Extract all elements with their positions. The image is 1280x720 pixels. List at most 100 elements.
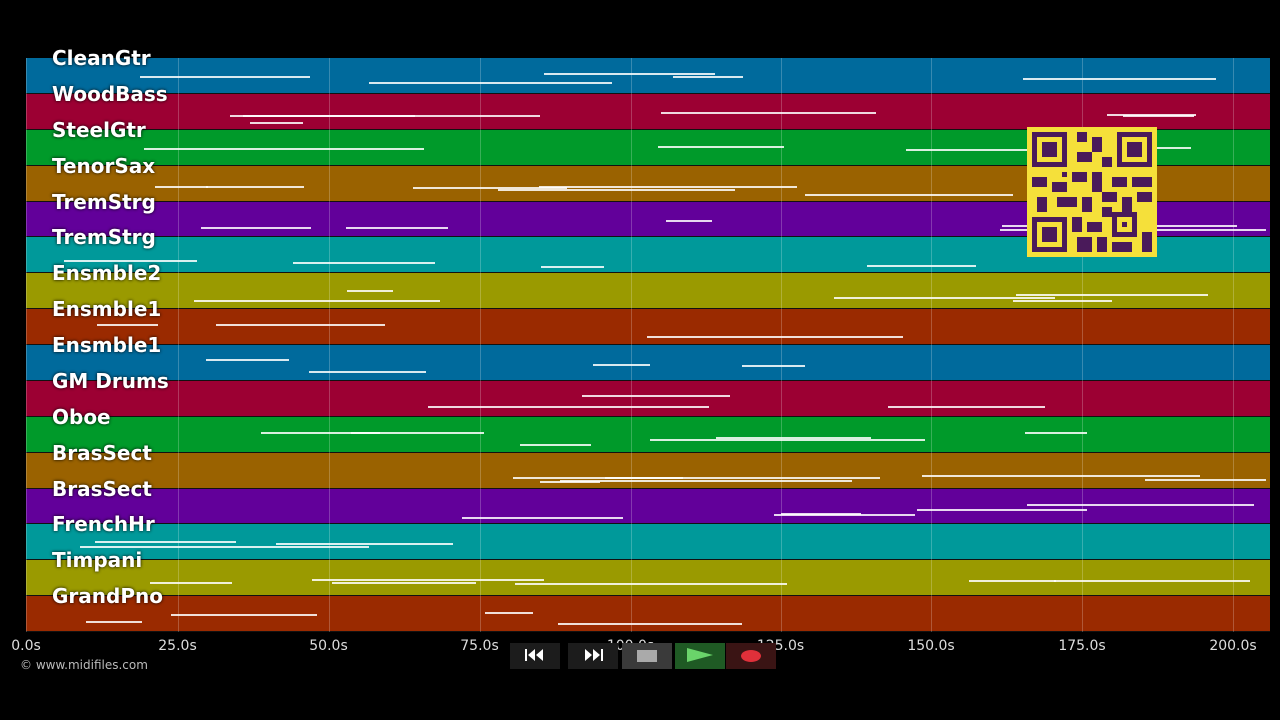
note-streak [665, 220, 713, 223]
play-icon [687, 647, 713, 666]
note-streak [497, 189, 736, 192]
track-label: Timpani [52, 548, 143, 573]
note-streak [312, 578, 545, 581]
track-lane [26, 524, 1270, 561]
note-streak [86, 621, 142, 624]
note-streak [97, 323, 159, 326]
copyright-text: © www.midifiles.com [20, 658, 148, 672]
track-label: GM Drums [52, 368, 169, 393]
note-streak [519, 444, 591, 446]
track-label: GrandPno [52, 584, 163, 609]
track-lane [26, 596, 1270, 632]
note-streak [1144, 478, 1266, 481]
note-streak [346, 226, 448, 229]
grid-line [1233, 58, 1234, 632]
note-streak [513, 477, 683, 480]
track-lane [26, 380, 1270, 417]
note-streak [346, 289, 394, 292]
grid-line [780, 58, 782, 632]
note-streak [969, 579, 1056, 582]
note-streak [866, 265, 977, 268]
grid-line [479, 58, 481, 632]
note-streak [833, 297, 1056, 300]
rewind-button[interactable] [510, 643, 560, 669]
note-streak [742, 365, 805, 368]
time-tick-label: 175.0s [1058, 638, 1106, 654]
stop-icon [637, 647, 657, 666]
time-tick-label: 0.0s [11, 638, 41, 654]
note-streak [427, 405, 710, 408]
qr-code-icon [1027, 127, 1157, 257]
track-lane [26, 273, 1270, 310]
note-streak [243, 114, 540, 117]
note-streak [916, 509, 1088, 512]
track-label: WoodBass [52, 81, 168, 106]
play-button[interactable] [675, 643, 725, 669]
note-streak [1054, 580, 1251, 583]
grid-line [177, 58, 179, 632]
track-lane [26, 416, 1270, 453]
track-label: Oboe [52, 404, 111, 429]
note-streak [541, 265, 605, 268]
note-streak [79, 546, 370, 549]
track-label: TremStrg [52, 225, 156, 250]
stop-button[interactable] [622, 643, 672, 669]
note-streak [672, 75, 743, 78]
note-streak [657, 146, 784, 149]
track-label: TremStrg [52, 189, 156, 214]
fast-forward-icon [579, 647, 607, 666]
note-streak [1012, 299, 1113, 302]
note-streak [543, 73, 716, 76]
time-tick-label: 150.0s [907, 638, 955, 654]
track-lane [26, 452, 1270, 489]
note-streak [461, 517, 624, 520]
note-streak [171, 613, 317, 616]
track-label: FrenchHr [52, 512, 155, 537]
note-streak [1015, 294, 1209, 297]
note-streak [514, 582, 788, 585]
note-streak [276, 543, 454, 546]
time-tick-label: 25.0s [158, 638, 197, 654]
note-streak [1026, 503, 1255, 506]
note-streak [716, 436, 871, 439]
note-streak [309, 370, 427, 373]
note-streak [216, 324, 385, 327]
track-lane [26, 488, 1270, 525]
note-streak [292, 261, 435, 264]
note-streak [193, 300, 440, 303]
note-streak [155, 185, 208, 188]
track-label: SteelGtr [52, 117, 146, 142]
note-streak [557, 623, 742, 626]
record-icon [741, 647, 761, 666]
note-streak [646, 335, 903, 338]
note-streak [1107, 114, 1197, 117]
fast-forward-button[interactable] [568, 643, 618, 669]
record-button[interactable] [726, 643, 776, 669]
note-streak [350, 432, 485, 435]
grid-line [630, 58, 632, 632]
grid-line [26, 58, 27, 632]
note-streak [649, 438, 926, 441]
note-streak [485, 612, 534, 615]
note-streak [661, 112, 877, 115]
note-streak [206, 359, 290, 362]
track-label: CleanGtr [52, 46, 151, 70]
track-lane [26, 309, 1270, 345]
track-label: Ensmble2 [52, 261, 162, 286]
grid-line [931, 58, 932, 632]
track-label: BrasSect [52, 476, 152, 501]
time-tick-label: 50.0s [309, 638, 348, 654]
note-streak [94, 541, 236, 544]
note-streak [805, 193, 1014, 196]
transport-controls [510, 643, 776, 669]
note-streak [1025, 432, 1087, 435]
track-lane [26, 345, 1270, 381]
note-streak [331, 581, 477, 584]
time-tick-label: 75.0s [460, 638, 499, 654]
rewind-icon [521, 647, 549, 666]
note-streak [368, 81, 612, 84]
note-streak [149, 581, 232, 584]
track-lane [26, 560, 1270, 597]
note-streak [560, 479, 852, 482]
track-label: TenorSax [52, 153, 156, 178]
